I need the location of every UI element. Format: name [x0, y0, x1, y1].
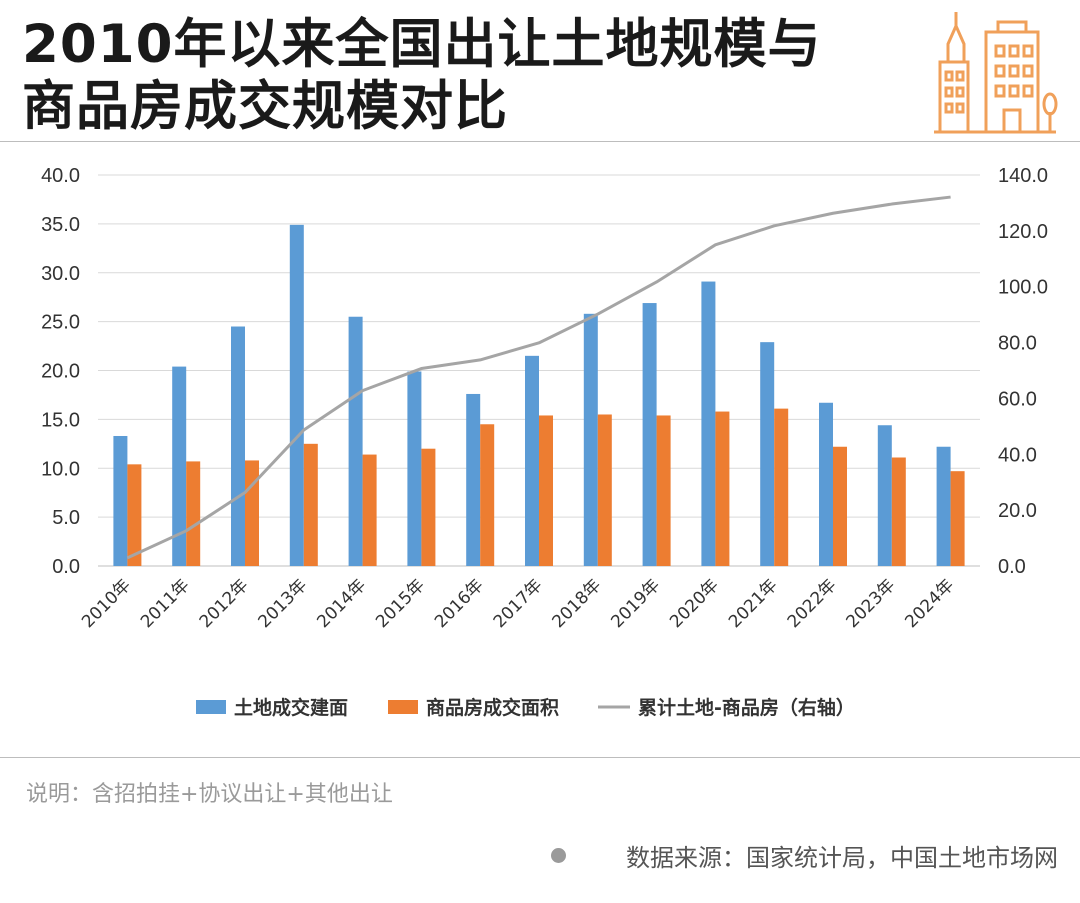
y-right-tick-label: 40.0 [998, 444, 1037, 466]
x-tick-label: 2022年 [784, 575, 841, 632]
x-axis: 2010年 2011年 2012年 2013年 2014年 2015年 2016年 2017年… [78, 575, 958, 632]
legend-swatch-1 [388, 700, 418, 714]
x-tick-label: 2012年 [196, 575, 253, 632]
bar-housing-2010年 [127, 464, 142, 566]
y-left-tick-label: 25.0 [41, 312, 80, 334]
y-right-tick-label: 60.0 [998, 388, 1037, 410]
bar-land-2012年 [231, 326, 245, 566]
cumulative-line [126, 195, 951, 560]
bar-housing-2015年 [421, 448, 436, 566]
y-left-tick-label: 20.0 [41, 361, 80, 383]
y-left-tick-label: 15.0 [41, 409, 80, 431]
y-right-tick-label: 140.0 [998, 165, 1048, 187]
bar-land-2021年 [760, 342, 775, 566]
legend-label-1: 商品房成交面积 [426, 696, 559, 719]
bar-land-2011年 [172, 366, 187, 566]
bar-housing-2013年 [303, 443, 318, 566]
y-axis-right: 0.0 20.0 40.0 60.0 80.0 100.0 120.0 140.0 [998, 165, 1048, 578]
x-tick-label: 2021年 [725, 575, 782, 632]
legend-label-2: 累计土地-商品房（右轴） [638, 696, 855, 719]
x-tick-label: 2015年 [372, 575, 429, 632]
bar-housing-2019年 [656, 415, 671, 566]
source-text: 数据来源：国家统计局，中国土地市场网 [626, 844, 1058, 872]
x-tick-label: 2014年 [313, 575, 370, 632]
y-right-tick-label: 0.0 [998, 556, 1026, 578]
y-axis-left: 0.0 5.0 10.0 15.0 20.0 25.0 30.0 35.0 40.0 [41, 165, 80, 578]
header-divider [0, 141, 1080, 142]
bar-land-2014年 [348, 316, 363, 566]
x-tick-label: 2011年 [137, 575, 194, 632]
bar-housing-2024年 [950, 471, 965, 566]
bar-housing-2017年 [539, 415, 553, 566]
x-tick-label: 2024年 [901, 575, 958, 632]
y-right-tick-label: 80.0 [998, 333, 1037, 355]
bar-housing-2022年 [833, 446, 847, 566]
y-right-tick-label: 100.0 [998, 277, 1048, 299]
x-tick-label: 2023年 [843, 575, 900, 632]
x-tick-label: 2018年 [549, 575, 606, 632]
legend: 土地成交建面 商品房成交面积 累计土地-商品房（右轴） [196, 696, 855, 719]
page-title: 2010年以来全国出让土地规模与 商品房成交规模对比 [22, 14, 902, 138]
x-tick-label: 2016年 [431, 575, 488, 632]
title-line-2: 商品房成交规模对比 [22, 76, 508, 137]
x-tick-label: 2019年 [607, 575, 664, 632]
legend-label-0: 土地成交建面 [234, 696, 348, 719]
y-right-tick-label: 20.0 [998, 500, 1037, 522]
bar-land-2017年 [525, 355, 539, 566]
bar-land-2010年 [113, 435, 128, 566]
bar-land-2022年 [819, 402, 833, 566]
bar-housing-2023年 [891, 457, 906, 566]
y-left-tick-label: 10.0 [41, 458, 80, 480]
legend-swatch-0 [196, 700, 226, 714]
y-left-tick-label: 0.0 [52, 556, 80, 578]
source-line: 数据来源：国家统计局，中国土地市场网 [551, 838, 1058, 873]
bar-housing-2021年 [774, 408, 789, 566]
y-left-tick-label: 40.0 [41, 165, 80, 187]
title-line-1: 2010年以来全国出让土地规模与 [22, 14, 822, 75]
bar-land-2019年 [642, 303, 657, 566]
bullet-icon [551, 848, 566, 863]
y-left-tick-label: 35.0 [41, 214, 80, 236]
bar-land-2013年 [289, 224, 304, 566]
bar-land-2024年 [936, 446, 951, 566]
y-left-tick-label: 30.0 [41, 263, 80, 285]
bars [113, 224, 965, 566]
buildings-icon [934, 12, 1058, 134]
bar-land-2015年 [407, 371, 422, 566]
x-tick-label: 2020年 [666, 575, 723, 632]
y-left-tick-label: 5.0 [52, 507, 80, 529]
bar-land-2023年 [877, 425, 892, 566]
bar-land-2020年 [701, 281, 716, 566]
chart: 0.05.010.015.020.025.030.035.040.0 0.020… [41, 165, 1048, 719]
bar-housing-2020年 [715, 411, 730, 566]
bar-housing-2014年 [362, 454, 377, 566]
bar-housing-2016年 [480, 424, 495, 566]
footnote: 说明：含招拍挂+协议出让+其他出让 [26, 782, 393, 807]
x-tick-label: 2013年 [255, 575, 312, 632]
bar-land-2016年 [466, 393, 481, 566]
y-right-tick-label: 120.0 [998, 221, 1048, 243]
bar-housing-2011年 [186, 461, 201, 566]
x-tick-label: 2010年 [78, 575, 135, 632]
bar-housing-2012年 [245, 460, 259, 566]
footer-divider [0, 757, 1080, 758]
bar-land-2018年 [583, 313, 598, 566]
x-tick-label: 2017年 [490, 575, 547, 632]
bar-housing-2018年 [597, 414, 612, 566]
